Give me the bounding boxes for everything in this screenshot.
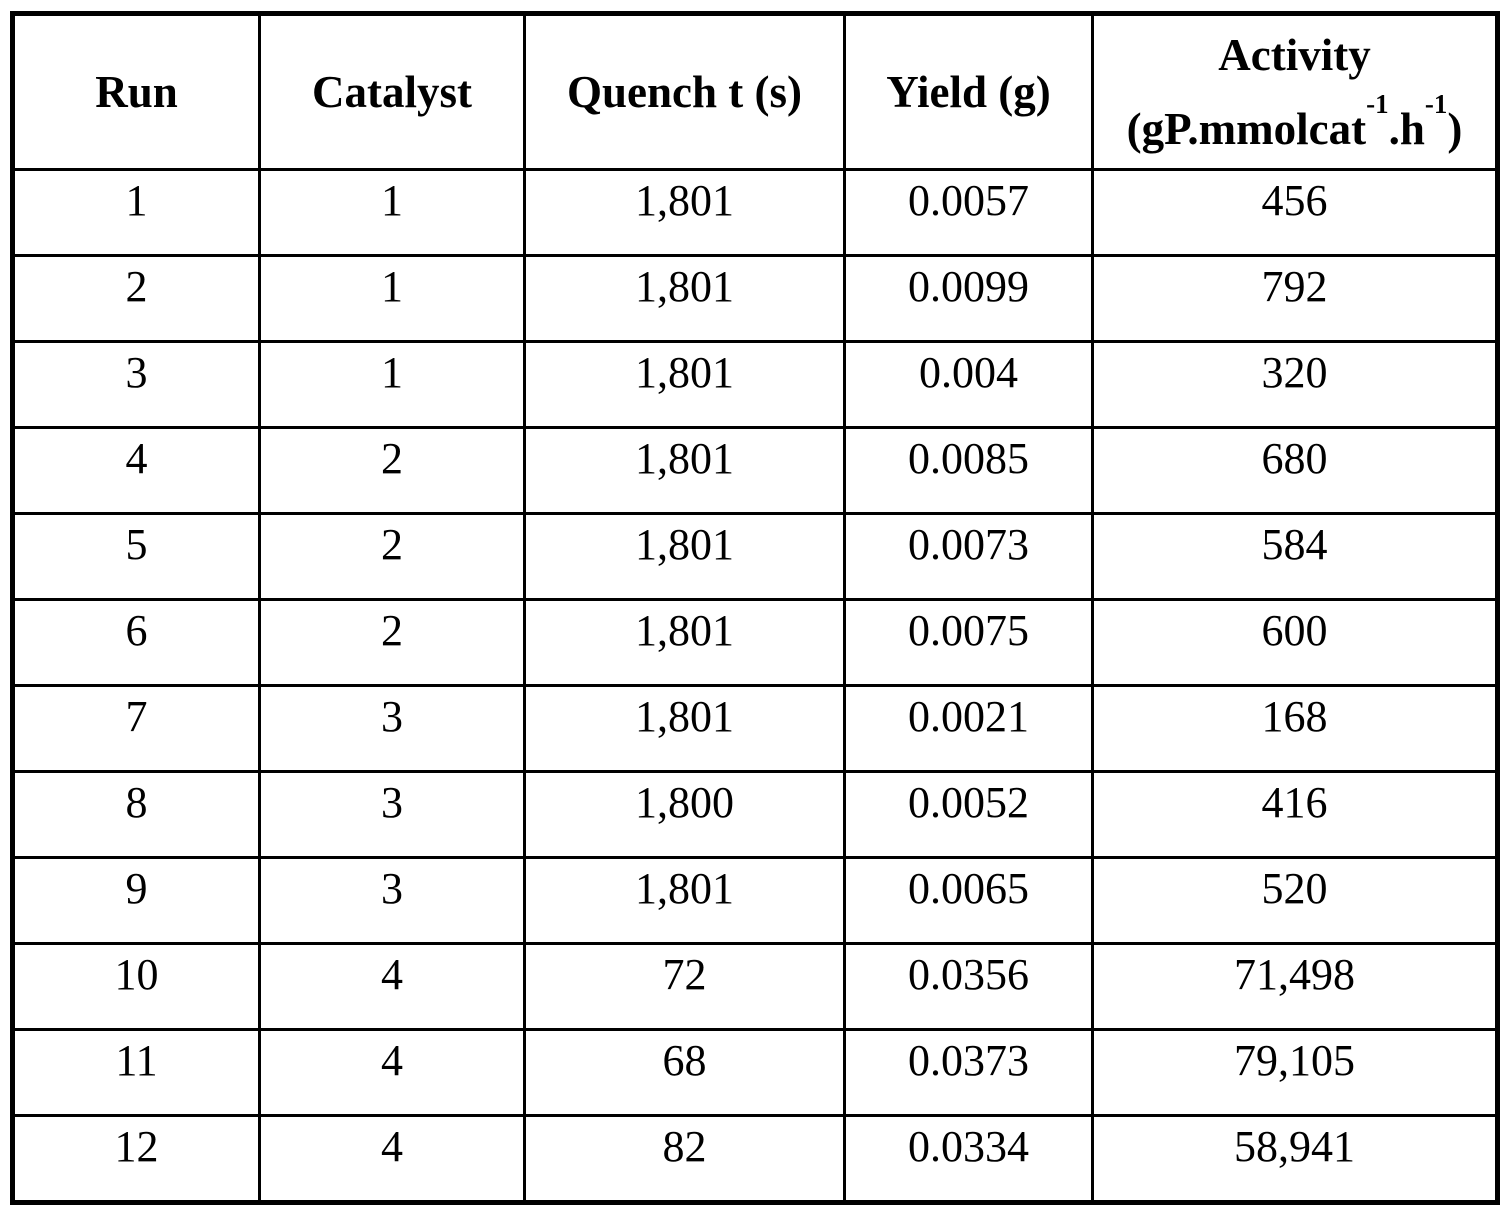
cell-quench-t: 82 [523, 1114, 846, 1204]
cell-quench-t: 1,801 [523, 598, 846, 687]
cell-run: 10 [11, 942, 261, 1031]
cell-quench-t: 72 [523, 942, 846, 1031]
activity-unit-suffix: ) [1447, 104, 1463, 154]
cell-run: 8 [11, 770, 261, 859]
cell-activity: 680 [1091, 426, 1499, 515]
cell-yield: 0.0085 [843, 426, 1094, 515]
cell-yield: 0.0099 [843, 254, 1094, 343]
cell-run: 2 [11, 254, 261, 343]
cell-activity: 71,498 [1091, 942, 1499, 1031]
table-row: 3 1 1,801 0.004 320 [11, 340, 1499, 429]
cell-catalyst: 2 [258, 598, 526, 687]
cell-catalyst: 4 [258, 1028, 526, 1117]
cell-activity: 320 [1091, 340, 1499, 429]
cell-run: 4 [11, 426, 261, 515]
table-row: 10 4 72 0.0356 71,498 [11, 942, 1499, 1031]
cell-run: 9 [11, 856, 261, 945]
cell-activity: 79,105 [1091, 1028, 1499, 1117]
cell-activity: 600 [1091, 598, 1499, 687]
cell-catalyst: 3 [258, 684, 526, 773]
table-row: 4 2 1,801 0.0085 680 [11, 426, 1499, 515]
cell-activity: 520 [1091, 856, 1499, 945]
activity-unit-exponent-2: -1 [1424, 89, 1448, 120]
table-body: 1 1 1,801 0.0057 456 2 1 1,801 0.0099 79… [11, 168, 1499, 1204]
cell-quench-t: 1,801 [523, 856, 846, 945]
cell-run: 5 [11, 512, 261, 601]
cell-yield: 0.0373 [843, 1028, 1094, 1117]
cell-quench-t: 1,801 [523, 512, 846, 601]
cell-run: 12 [11, 1114, 261, 1204]
cell-catalyst: 2 [258, 426, 526, 515]
cell-quench-t: 1,801 [523, 254, 846, 343]
cell-quench-t: 1,801 [523, 426, 846, 515]
cell-activity: 58,941 [1091, 1114, 1499, 1204]
cell-run: 1 [11, 168, 261, 257]
table-row: 6 2 1,801 0.0075 600 [11, 598, 1499, 687]
cell-activity: 456 [1091, 168, 1499, 257]
cell-catalyst: 4 [258, 942, 526, 1031]
table-row: 1 1 1,801 0.0057 456 [11, 168, 1499, 257]
table-row: 11 4 68 0.0373 79,105 [11, 1028, 1499, 1117]
cell-catalyst: 1 [258, 340, 526, 429]
cell-catalyst: 1 [258, 254, 526, 343]
catalyst-results-table: Run Catalyst Quench t (s) Yield (g) Acti… [10, 11, 1500, 1205]
activity-header-unit: (gP.mmolcat-1.h-1) [1098, 91, 1491, 156]
cell-activity: 168 [1091, 684, 1499, 773]
column-header-catalyst: Catalyst [258, 12, 526, 171]
cell-yield: 0.0334 [843, 1114, 1094, 1204]
cell-yield: 0.0073 [843, 512, 1094, 601]
cell-quench-t: 1,800 [523, 770, 846, 859]
cell-quench-t: 1,801 [523, 340, 846, 429]
cell-run: 11 [11, 1028, 261, 1117]
table-row: 7 3 1,801 0.0021 168 [11, 684, 1499, 773]
table-row: 9 3 1,801 0.0065 520 [11, 856, 1499, 945]
activity-unit-exponent-1: -1 [1366, 89, 1389, 120]
table-row: 8 3 1,800 0.0052 416 [11, 770, 1499, 859]
table-header-row: Run Catalyst Quench t (s) Yield (g) Acti… [11, 12, 1499, 171]
cell-yield: 0.0075 [843, 598, 1094, 687]
cell-run: 7 [11, 684, 261, 773]
cell-yield: 0.004 [843, 340, 1094, 429]
cell-quench-t: 1,801 [523, 168, 846, 257]
activity-unit-mid: .h [1388, 104, 1425, 154]
cell-catalyst: 1 [258, 168, 526, 257]
cell-catalyst: 3 [258, 856, 526, 945]
cell-run: 6 [11, 598, 261, 687]
cell-yield: 0.0065 [843, 856, 1094, 945]
cell-catalyst: 3 [258, 770, 526, 859]
column-header-run: Run [11, 12, 261, 171]
cell-catalyst: 4 [258, 1114, 526, 1204]
cell-quench-t: 68 [523, 1028, 846, 1117]
table-row: 5 2 1,801 0.0073 584 [11, 512, 1499, 601]
column-header-activity: Activity (gP.mmolcat-1.h-1) [1091, 12, 1499, 171]
cell-yield: 0.0356 [843, 942, 1094, 1031]
table-row: 2 1 1,801 0.0099 792 [11, 254, 1499, 343]
cell-catalyst: 2 [258, 512, 526, 601]
table-row: 12 4 82 0.0334 58,941 [11, 1114, 1499, 1204]
activity-header-title: Activity [1218, 30, 1371, 80]
cell-activity: 416 [1091, 770, 1499, 859]
column-header-quench-t: Quench t (s) [523, 12, 846, 171]
cell-activity: 792 [1091, 254, 1499, 343]
cell-yield: 0.0021 [843, 684, 1094, 773]
activity-unit-prefix: (gP.mmolcat [1126, 104, 1367, 154]
cell-quench-t: 1,801 [523, 684, 846, 773]
cell-yield: 0.0057 [843, 168, 1094, 257]
cell-yield: 0.0052 [843, 770, 1094, 859]
catalyst-results-table-container: Run Catalyst Quench t (s) Yield (g) Acti… [10, 11, 1500, 1205]
column-header-yield: Yield (g) [843, 12, 1094, 171]
cell-run: 3 [11, 340, 261, 429]
cell-activity: 584 [1091, 512, 1499, 601]
